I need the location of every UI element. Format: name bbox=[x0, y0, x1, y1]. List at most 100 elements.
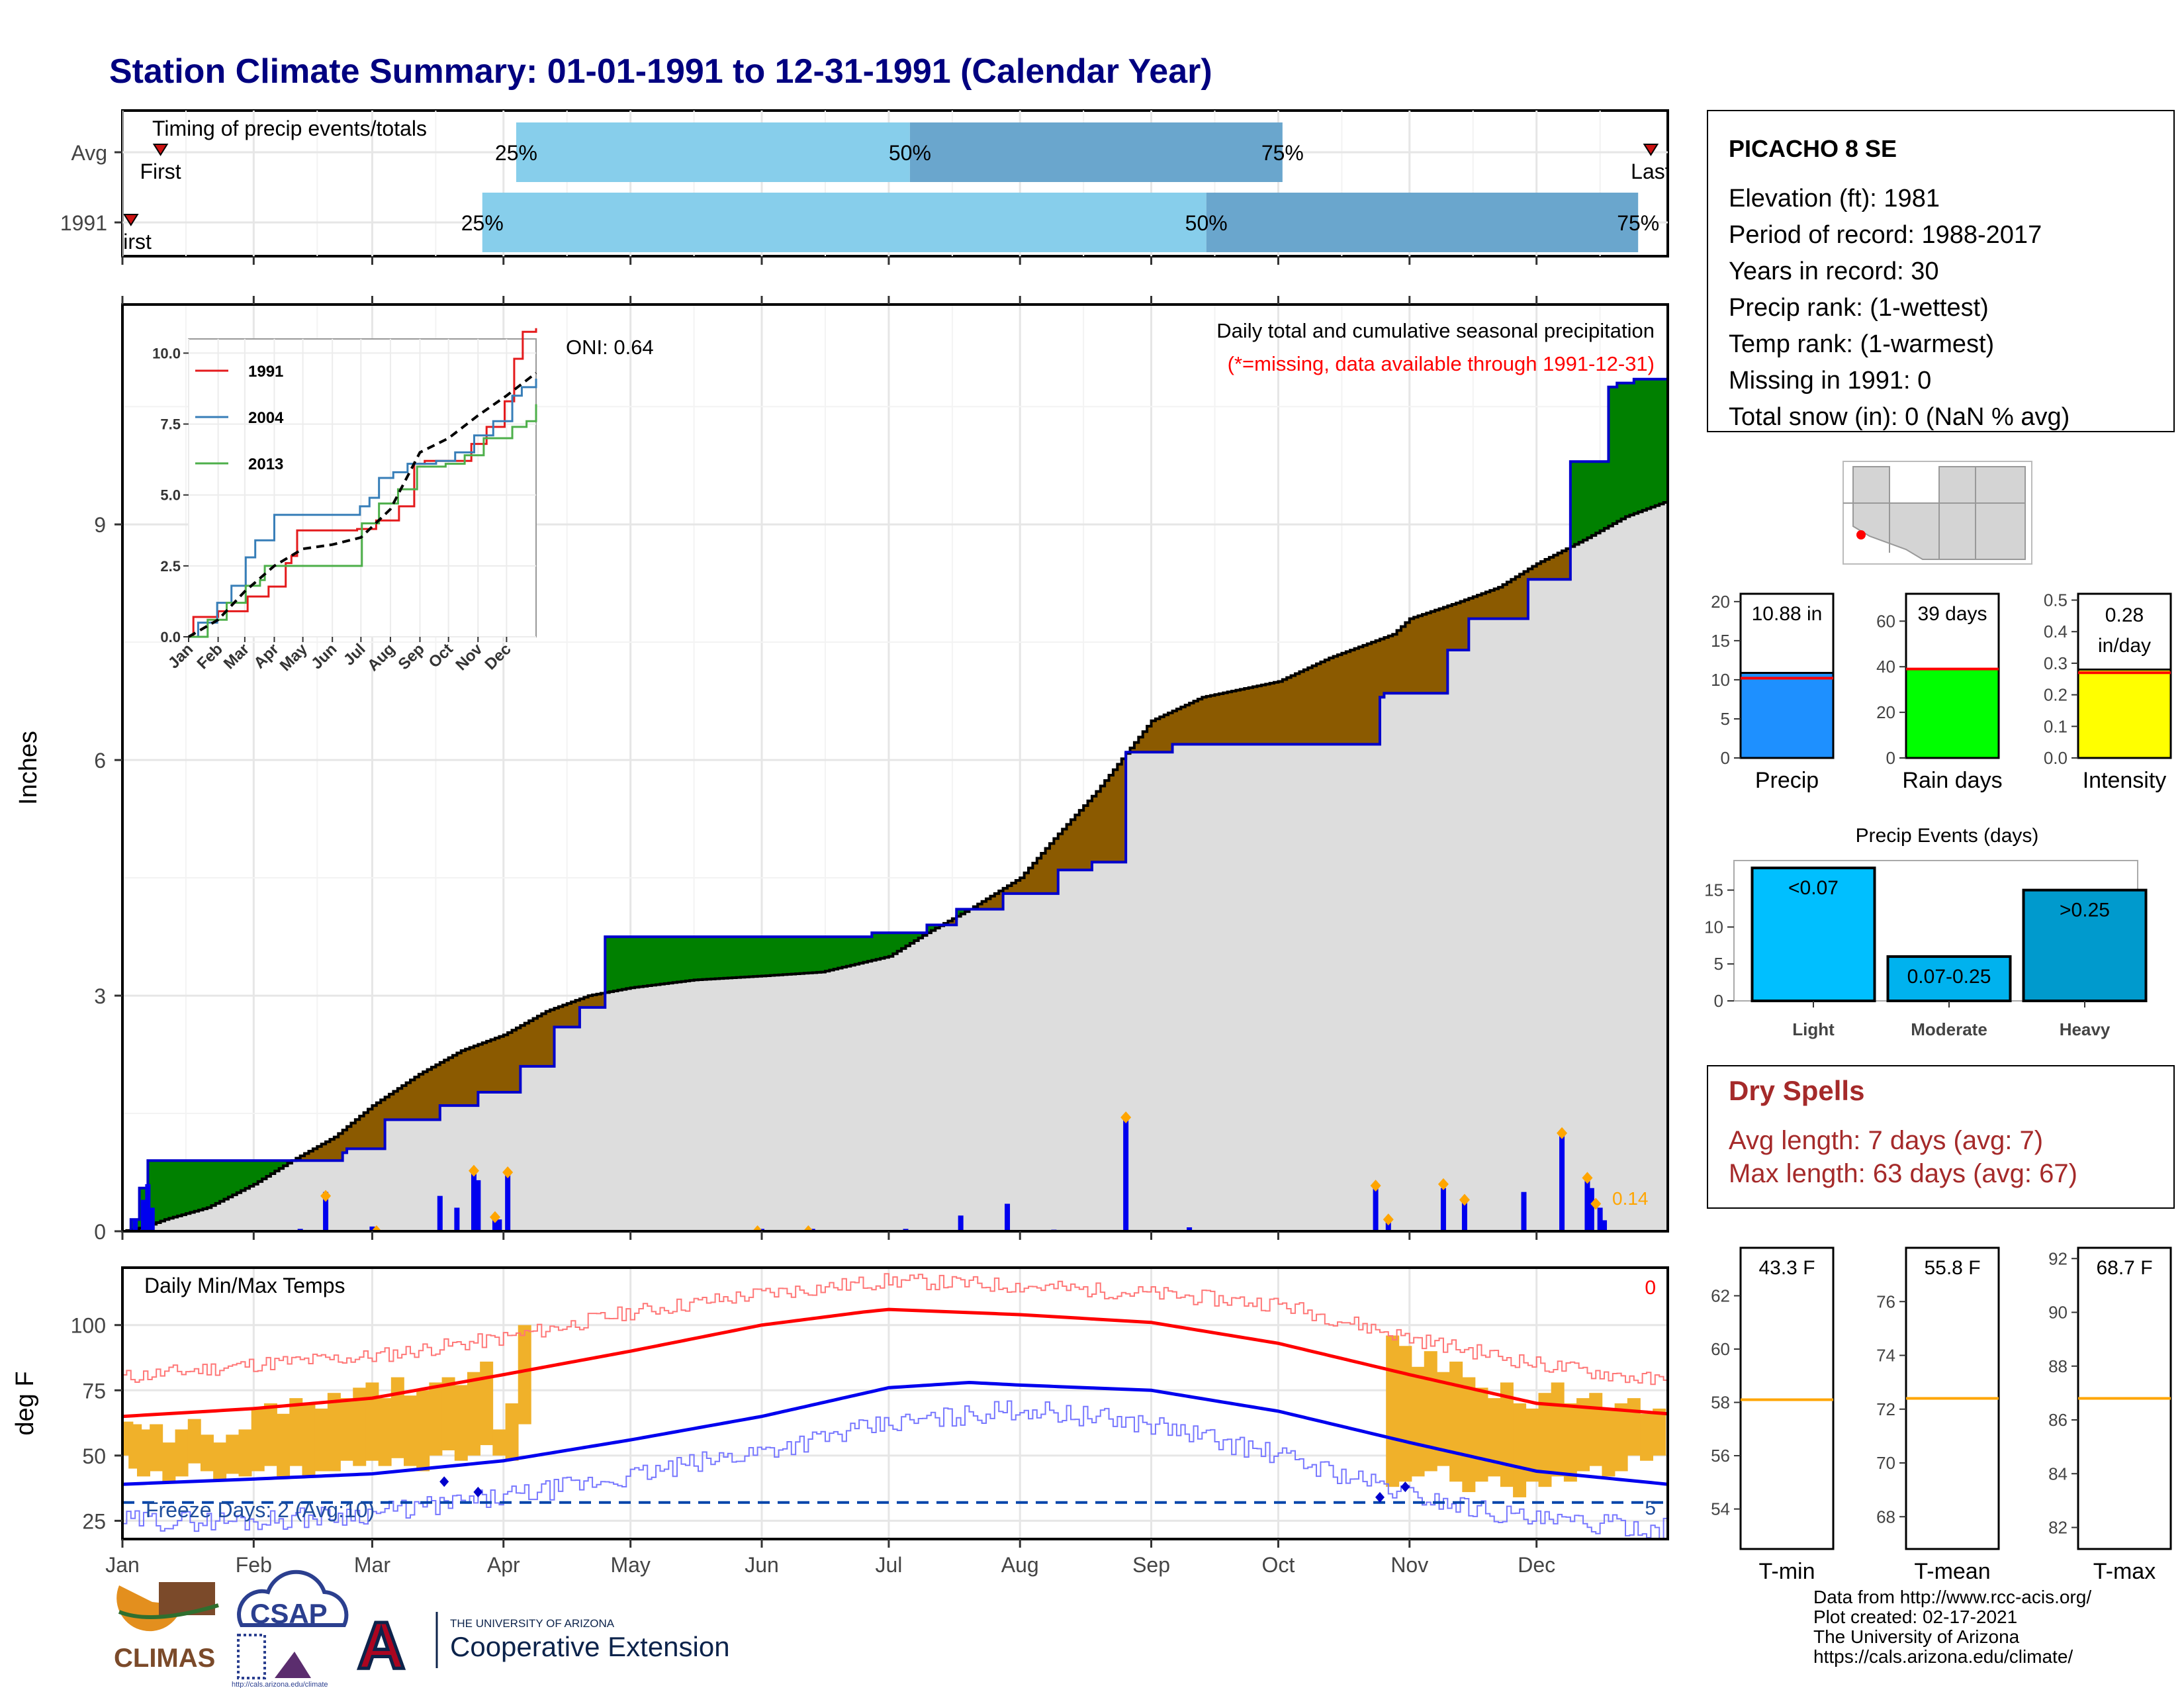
daily-precip-markers bbox=[320, 1111, 1602, 1231]
footer-line-data: Data from http://www.rcc-acis.org/ bbox=[1813, 1587, 2091, 1607]
daily-precip-bar bbox=[1005, 1203, 1011, 1231]
timing-label-first: First bbox=[140, 160, 181, 183]
inset-legend-label: 2013 bbox=[248, 455, 283, 473]
stat-y-tick-label: 0.3 bbox=[2044, 653, 2068, 673]
observed-temp-range bbox=[200, 1434, 214, 1472]
daily-precip-bar bbox=[1584, 1180, 1590, 1231]
record-min-line bbox=[122, 1400, 1668, 1539]
temp-title: Daily Min/Max Temps bbox=[144, 1274, 345, 1297]
page-title: Station Climate Summary: 01-01-1991 to 1… bbox=[109, 52, 1212, 91]
climas-text: CLIMAS bbox=[114, 1644, 215, 1673]
daily-precip-bar bbox=[1597, 1207, 1603, 1231]
month-label: Feb bbox=[236, 1553, 272, 1577]
tmin-stat-chart: 54 56 58 60 62 43.3 F T-min bbox=[1711, 1246, 1835, 1584]
month-axis: Jan Feb Mar Apr May Jun Jul Aug Sep Oct Nov Dec bbox=[105, 1539, 1555, 1577]
stat-y-tick-label: 88 bbox=[2048, 1356, 2068, 1376]
stat-y-tick-label: 54 bbox=[1711, 1499, 1730, 1519]
stat-y-tick-label: 92 bbox=[2048, 1248, 2068, 1268]
daily-precip-bar bbox=[132, 1219, 138, 1231]
main-y-tick-label: 0 bbox=[94, 1220, 106, 1244]
month-label: Jun bbox=[745, 1553, 779, 1577]
inset-y-tick-label: 2.5 bbox=[160, 558, 181, 575]
observed-temp-range bbox=[480, 1361, 494, 1446]
events-bar-heavy bbox=[2022, 888, 2148, 1003]
observed-temp-range bbox=[404, 1395, 418, 1466]
daily-precip-bar bbox=[323, 1192, 329, 1231]
observed-temp-range bbox=[1627, 1398, 1641, 1456]
main-y-tick-label: 3 bbox=[94, 984, 106, 1008]
temp-y-label: deg F bbox=[11, 1371, 39, 1435]
month-label: Jan bbox=[105, 1553, 140, 1577]
stat-category-label: T-max bbox=[2093, 1559, 2156, 1584]
daily-precip-marker bbox=[752, 1225, 763, 1231]
below-average-fill bbox=[126, 548, 1570, 1231]
daily-precip-marker bbox=[1590, 1197, 1602, 1210]
timing-row-Avg: 25% 50% 75% First Last bbox=[140, 122, 1671, 183]
csap-logo: CSAP http://cals.arizona.edu/climate bbox=[232, 1570, 349, 1688]
stat-y-tick-label: 70 bbox=[1876, 1453, 1895, 1473]
month-label: Jul bbox=[875, 1553, 902, 1577]
events-bar-moderate bbox=[1886, 955, 2012, 1002]
observed-temp-range bbox=[213, 1442, 227, 1482]
daily-precip-bar bbox=[140, 1199, 146, 1231]
timing-label-q25: 25% bbox=[461, 211, 504, 235]
daily-precip-marker bbox=[489, 1211, 500, 1223]
observed-temp-range bbox=[1589, 1393, 1603, 1466]
observed-temp-range bbox=[238, 1429, 252, 1477]
stat-y-tick-label: 0.4 bbox=[2044, 622, 2068, 641]
observed-temp-range bbox=[390, 1377, 404, 1458]
observed-temp-range bbox=[1424, 1351, 1437, 1472]
observed-cumulative-line bbox=[122, 377, 1668, 1231]
stat-value-label-unit: in/day bbox=[2098, 635, 2151, 657]
station-line-precip-rank: Precip rank: (1-wettest) bbox=[1729, 294, 1989, 322]
main-y-axis: 0 3 6 9 bbox=[94, 296, 1538, 1244]
freeze-days-label: Freeze Days: 2 (Avg:10) bbox=[146, 1498, 375, 1522]
observed-temp-range bbox=[251, 1408, 265, 1472]
daily-precip-marker bbox=[1370, 1180, 1381, 1192]
observed-temp-range bbox=[289, 1398, 303, 1466]
main-y-tick-label: 6 bbox=[94, 749, 106, 773]
daily-precip-bar bbox=[1602, 1220, 1608, 1231]
ua-small-text: THE UNIVERSITY OF ARIZONA bbox=[450, 1617, 615, 1630]
timing-axis: Avg 1991 bbox=[60, 141, 1538, 265]
daily-precip-bar bbox=[475, 1180, 481, 1231]
observed-temp-range bbox=[302, 1403, 316, 1477]
timing-first-marker bbox=[122, 214, 139, 226]
daily-precip-bar bbox=[1440, 1188, 1446, 1231]
observed-temp-range bbox=[365, 1382, 379, 1461]
ua-letter-a: A bbox=[357, 1609, 405, 1683]
daily-precip-marker bbox=[1120, 1111, 1132, 1123]
stat-value-label: 39 days bbox=[1917, 603, 1987, 625]
observed-temp-range bbox=[1614, 1403, 1628, 1472]
footer-credits: Data from http://www.rcc-acis.org/ Plot … bbox=[1813, 1587, 2091, 1667]
cumulative-precip-panel: 0 3 6 9 Inches Daily total and cumulative s… bbox=[15, 296, 1669, 1244]
dry-spells-title: Dry Spells bbox=[1729, 1075, 1864, 1106]
daily-precip-bar bbox=[149, 1207, 155, 1231]
timing-label-q75: 75% bbox=[1261, 141, 1304, 165]
stat-y-tick-label: 0 bbox=[1721, 748, 1730, 768]
stat-y-tick-label: 68 bbox=[1876, 1507, 1895, 1526]
daily-precip-bar bbox=[1461, 1199, 1467, 1231]
stat-value-label: 43.3 F bbox=[1758, 1257, 1815, 1279]
avg-min-line bbox=[122, 1380, 1668, 1486]
timing-label-last: Last bbox=[1631, 160, 1671, 183]
ua-logo: A THE UNIVERSITY OF ARIZONA Cooperative … bbox=[356, 1607, 730, 1685]
daily-precip-bar bbox=[1521, 1192, 1527, 1231]
timing-label-q25: 25% bbox=[495, 141, 537, 165]
map-state-borders bbox=[1843, 467, 2025, 559]
daily-precip-marker bbox=[502, 1166, 514, 1179]
stat-y-tick-label: 40 bbox=[1876, 657, 1895, 677]
timing-title: Timing of precip events/totals bbox=[152, 117, 427, 140]
stat-category-label: T-min bbox=[1759, 1559, 1815, 1584]
inset-legend-label: 1991 bbox=[248, 363, 283, 381]
station-info-box: PICACHO 8 SE Elevation (ft): 1981 Period… bbox=[1707, 110, 2175, 432]
observed-temp-range bbox=[162, 1442, 176, 1482]
precip-events-chart: Precip Events (days) 0 5 10 15 <0.07 Light 0.0… bbox=[1704, 825, 2148, 1039]
month-label: Aug bbox=[1001, 1553, 1039, 1577]
stat-y-tick-label: 76 bbox=[1876, 1291, 1895, 1311]
observed-temp-range bbox=[454, 1385, 468, 1461]
month-label: Nov bbox=[1390, 1553, 1428, 1577]
dry-spells-box: Dry Spells Avg length: 7 days (avg: 7) M… bbox=[1707, 1065, 2175, 1209]
temp-corner-bottom: 5 bbox=[1645, 1497, 1656, 1519]
